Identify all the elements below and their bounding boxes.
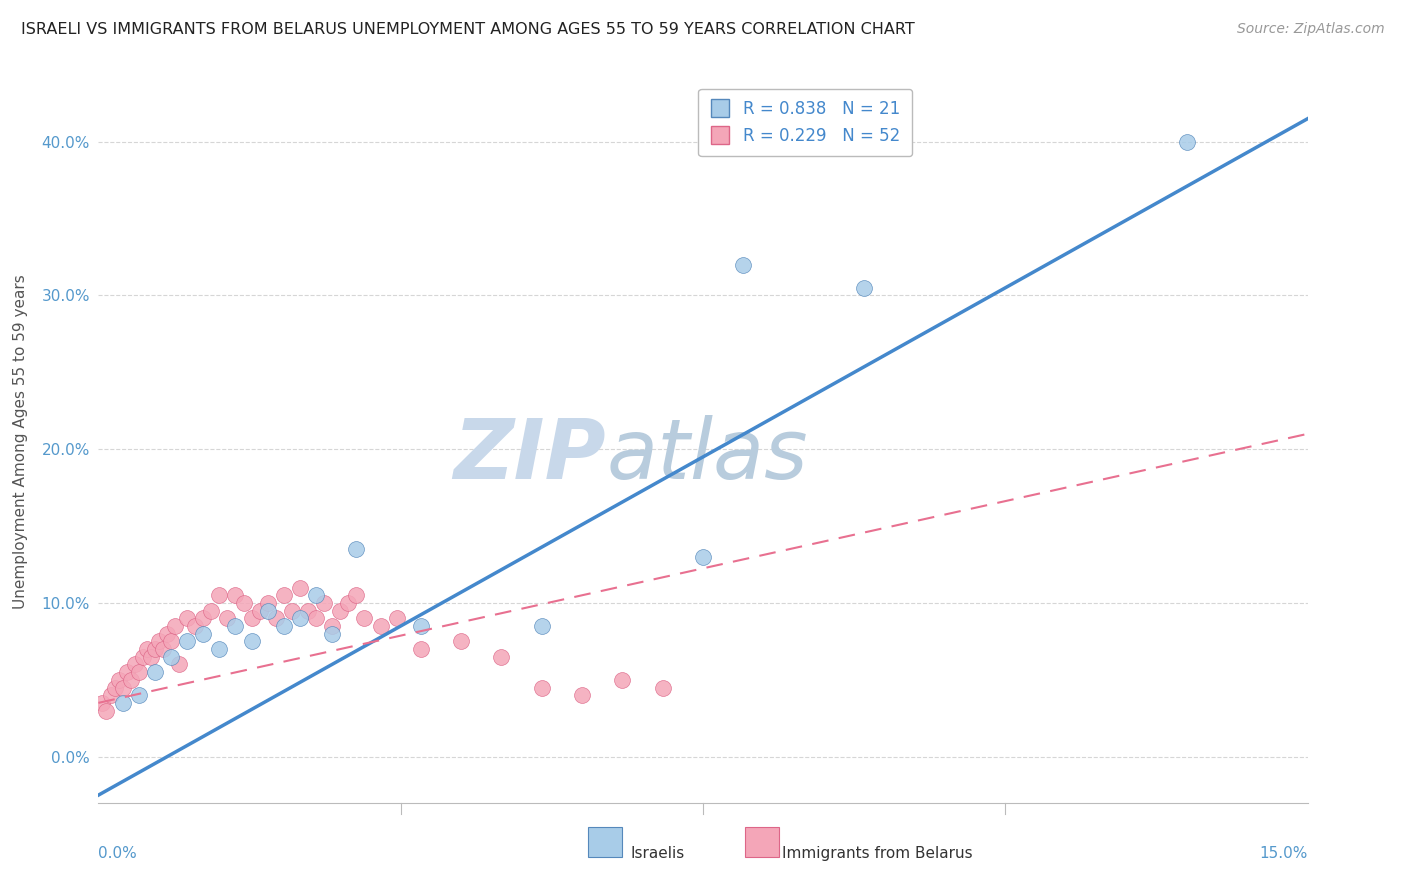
Text: 15.0%: 15.0% xyxy=(1260,847,1308,861)
Point xyxy=(143,642,166,657)
Point xyxy=(96,704,118,718)
Point xyxy=(224,619,246,633)
Point xyxy=(176,634,198,648)
Point xyxy=(208,642,231,657)
Point xyxy=(120,673,142,687)
Point xyxy=(115,665,138,680)
Point xyxy=(321,626,343,640)
Point xyxy=(344,588,367,602)
Point xyxy=(160,649,183,664)
Point xyxy=(217,611,239,625)
Point xyxy=(530,619,553,633)
Point xyxy=(143,665,166,680)
Point xyxy=(139,649,162,664)
Bar xyxy=(588,827,621,857)
Point xyxy=(321,619,343,633)
Point xyxy=(124,657,146,672)
Point xyxy=(148,634,170,648)
Point xyxy=(200,604,222,618)
Point xyxy=(571,688,593,702)
Point xyxy=(249,604,271,618)
Legend: R = 0.838   N = 21, R = 0.229   N = 52: R = 0.838 N = 21, R = 0.229 N = 52 xyxy=(699,88,912,156)
Point xyxy=(184,619,207,633)
Point xyxy=(135,642,157,657)
Y-axis label: Unemployment Among Ages 55 to 59 years: Unemployment Among Ages 55 to 59 years xyxy=(13,274,28,609)
Point xyxy=(167,657,190,672)
Point xyxy=(1175,135,1198,149)
Text: Immigrants from Belarus: Immigrants from Belarus xyxy=(782,847,972,861)
Point xyxy=(409,619,432,633)
Point xyxy=(111,681,134,695)
Point xyxy=(224,588,246,602)
Point xyxy=(530,681,553,695)
Text: Israelis: Israelis xyxy=(630,847,685,861)
Point xyxy=(193,626,215,640)
Point xyxy=(305,611,328,625)
Point xyxy=(256,604,278,618)
Point xyxy=(733,258,755,272)
Point xyxy=(163,619,186,633)
Point xyxy=(853,281,876,295)
Point xyxy=(264,611,287,625)
Point xyxy=(370,619,392,633)
Bar xyxy=(745,827,779,857)
Point xyxy=(692,549,714,564)
Point xyxy=(281,604,304,618)
Point xyxy=(314,596,336,610)
Text: Source: ZipAtlas.com: Source: ZipAtlas.com xyxy=(1237,22,1385,37)
Point xyxy=(152,642,174,657)
Point xyxy=(409,642,432,657)
Text: 0.0%: 0.0% xyxy=(98,847,138,861)
Point xyxy=(256,596,278,610)
Point xyxy=(240,611,263,625)
Point xyxy=(91,696,114,710)
Point xyxy=(305,588,328,602)
Point xyxy=(128,688,150,702)
Point xyxy=(297,604,319,618)
Point xyxy=(273,619,295,633)
Point xyxy=(103,681,125,695)
Point xyxy=(100,688,122,702)
Point xyxy=(156,626,179,640)
Point xyxy=(273,588,295,602)
Text: atlas: atlas xyxy=(606,416,808,497)
Point xyxy=(612,673,634,687)
Point xyxy=(193,611,215,625)
Point xyxy=(208,588,231,602)
Point xyxy=(288,611,311,625)
Point xyxy=(651,681,673,695)
Point xyxy=(450,634,472,648)
Point xyxy=(344,542,367,557)
Point xyxy=(288,581,311,595)
Point xyxy=(337,596,360,610)
Point xyxy=(329,604,352,618)
Point xyxy=(128,665,150,680)
Point xyxy=(132,649,155,664)
Point xyxy=(385,611,408,625)
Text: ZIP: ZIP xyxy=(454,416,606,497)
Point xyxy=(353,611,375,625)
Point xyxy=(232,596,254,610)
Text: ISRAELI VS IMMIGRANTS FROM BELARUS UNEMPLOYMENT AMONG AGES 55 TO 59 YEARS CORREL: ISRAELI VS IMMIGRANTS FROM BELARUS UNEMP… xyxy=(21,22,915,37)
Point xyxy=(107,673,129,687)
Point xyxy=(160,634,183,648)
Point xyxy=(491,649,513,664)
Point xyxy=(176,611,198,625)
Point xyxy=(240,634,263,648)
Point xyxy=(111,696,134,710)
